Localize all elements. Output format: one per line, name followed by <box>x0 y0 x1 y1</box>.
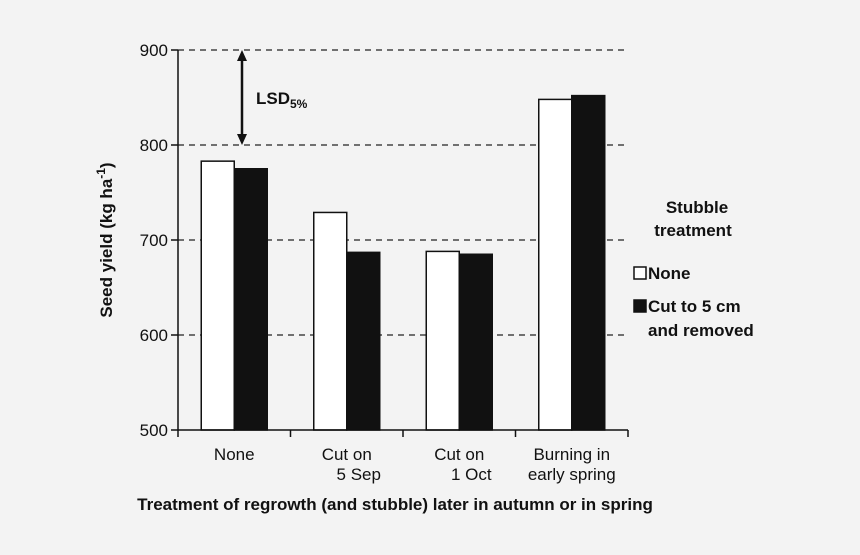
bar-none-0 <box>200 160 235 431</box>
y-axis-title: Seed yield (kg ha-1) <box>94 162 116 317</box>
x-tick-label-2-1: 1 Oct <box>451 465 492 484</box>
bar-cut-1 <box>346 251 381 431</box>
lsd-label: LSD5% <box>256 89 308 111</box>
legend-label-none: None <box>648 264 691 283</box>
bar-cut-3 <box>571 94 606 431</box>
legend-label-cut-line1: Cut to 5 cm <box>648 297 741 316</box>
lsd-arrow-head-top <box>237 50 247 61</box>
y-tick-label-500: 500 <box>140 421 168 440</box>
bar-none-3 <box>538 98 573 431</box>
axes <box>171 49 629 437</box>
x-tick-label-1-1: 5 Sep <box>337 465 381 484</box>
legend-title-line1: Stubble <box>666 198 728 217</box>
bars <box>200 94 606 431</box>
x-axis-title: Treatment of regrowth (and stubble) late… <box>137 495 653 514</box>
y-tick-label-600: 600 <box>140 326 168 345</box>
y-tick-label-700: 700 <box>140 231 168 250</box>
y-tick-label-800: 800 <box>140 136 168 155</box>
x-tick-label-3-1: early spring <box>528 465 616 484</box>
x-tick-label-0-0: None <box>214 445 255 464</box>
x-tick-label-3-0: Burning in <box>533 445 610 464</box>
lsd-arrow-head-bottom <box>237 134 247 145</box>
legend-title-line2: treatment <box>654 221 732 240</box>
legend-swatch-none <box>633 266 647 280</box>
bar-none-1 <box>313 211 348 431</box>
bar-cut-2 <box>458 253 493 431</box>
legend-swatch-cut <box>633 299 647 313</box>
legend-label-cut-line2: and removed <box>648 321 754 340</box>
bar-none-2 <box>425 250 460 431</box>
bar-cut-0 <box>233 168 268 431</box>
lsd-annotation: LSD5% <box>237 50 308 145</box>
x-tick-label-1-0: Cut on <box>322 445 372 464</box>
y-tick-label-900: 900 <box>140 41 168 60</box>
x-tick-label-2-0: Cut on <box>434 445 484 464</box>
legend: Stubble treatment None Cut to 5 cm and r… <box>633 198 754 340</box>
